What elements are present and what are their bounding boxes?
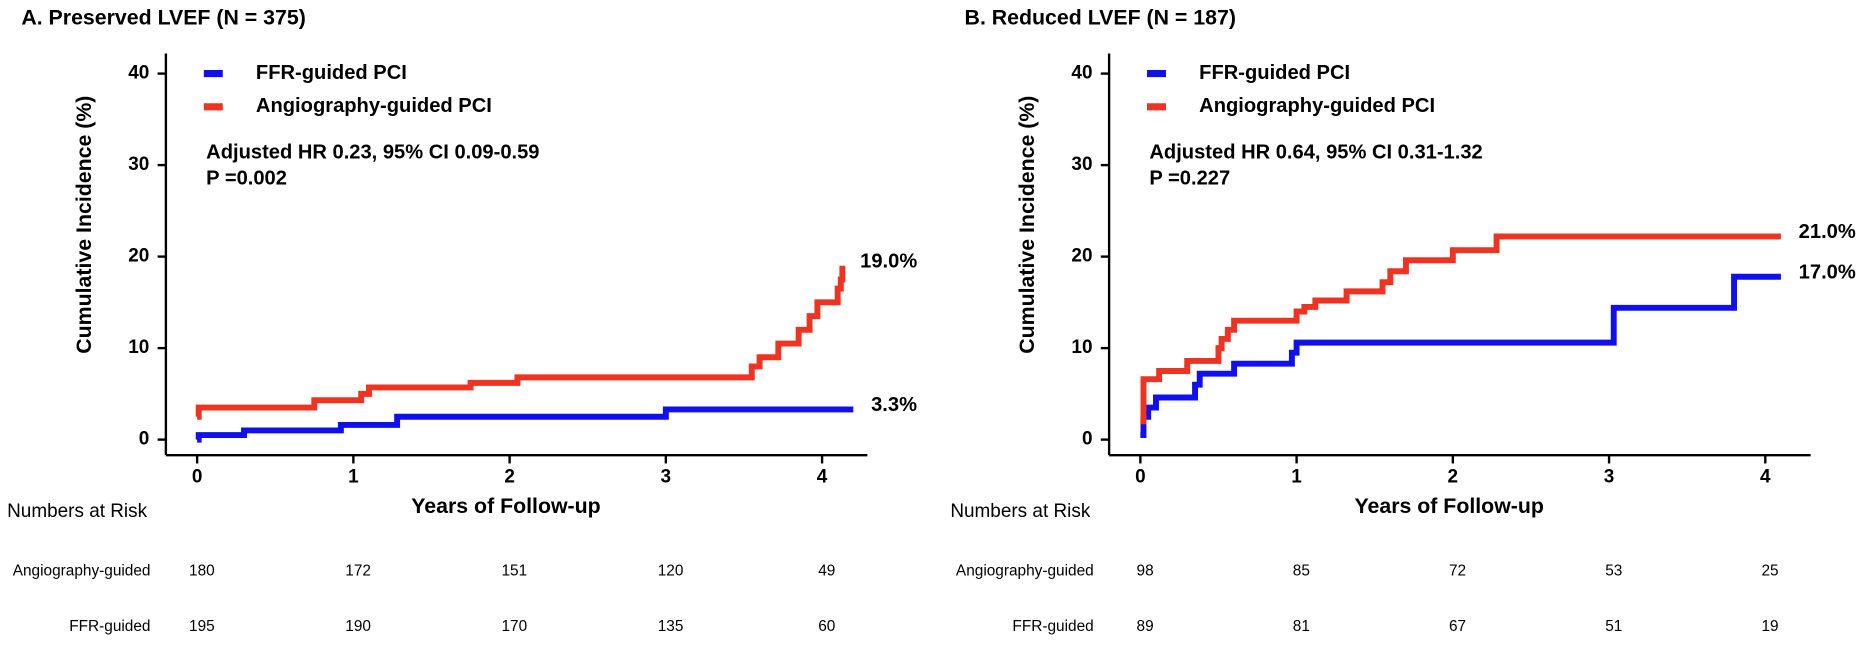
x-tick-label: 4 xyxy=(1760,467,1771,488)
end-label: 17.0% xyxy=(1799,261,1856,283)
risk-value: 85 xyxy=(1293,562,1310,579)
x-axis-label: Years of Follow-up xyxy=(1354,494,1543,518)
risk-value: 89 xyxy=(1137,618,1154,635)
risk-value: 195 xyxy=(189,618,215,635)
risk-title: Numbers at Risk xyxy=(7,501,147,522)
risk-row-label: Angiography-guided xyxy=(13,562,151,579)
annotation: P =0.227 xyxy=(1149,167,1230,189)
risk-value: 53 xyxy=(1605,562,1622,579)
annotation: P =0.002 xyxy=(206,167,287,189)
y-tick-label: 0 xyxy=(1082,429,1093,450)
risk-value: 60 xyxy=(818,618,835,635)
risk-value: 170 xyxy=(502,618,528,635)
risk-value: 135 xyxy=(658,618,684,635)
y-tick-label: 10 xyxy=(1071,337,1092,358)
y-tick-label: 40 xyxy=(128,63,149,84)
legend-label: Angiography-guided PCI xyxy=(1199,95,1435,117)
y-tick-label: 0 xyxy=(139,429,150,450)
risk-value: 180 xyxy=(189,562,215,579)
y-tick-label: 30 xyxy=(1071,154,1092,175)
end-label: 19.0% xyxy=(860,251,917,273)
chart-title: B. Reduced LVEF (N = 187) xyxy=(965,6,1236,30)
x-tick-label: 2 xyxy=(1448,467,1459,488)
risk-row-label: Angiography-guided xyxy=(956,562,1094,579)
risk-value: 49 xyxy=(818,562,835,579)
y-tick-label: 30 xyxy=(128,154,149,175)
km-curve xyxy=(195,406,854,443)
risk-value: 151 xyxy=(502,562,528,579)
y-tick-label: 10 xyxy=(128,337,149,358)
risk-value: 51 xyxy=(1605,618,1622,635)
x-tick-label: 0 xyxy=(192,467,203,488)
y-tick-label: 40 xyxy=(1071,63,1092,84)
end-label: 21.0% xyxy=(1799,221,1856,243)
x-tick-label: 0 xyxy=(1135,467,1146,488)
annotation: Adjusted HR 0.64, 95% CI 0.31-1.32 xyxy=(1149,141,1482,163)
x-tick-label: 3 xyxy=(1604,467,1615,488)
chart-title: A. Preserved LVEF (N = 375) xyxy=(21,6,305,30)
risk-value: 190 xyxy=(345,618,371,635)
legend-label: FFR-guided PCI xyxy=(1199,62,1350,84)
risk-value: 98 xyxy=(1137,562,1154,579)
risk-value: 81 xyxy=(1293,618,1310,635)
end-label: 3.3% xyxy=(871,394,917,416)
km-curve xyxy=(1140,273,1781,438)
legend-label: Angiography-guided PCI xyxy=(256,95,492,117)
km-curve xyxy=(195,265,846,420)
annotation: Adjusted HR 0.23, 95% CI 0.09-0.59 xyxy=(206,141,539,163)
x-tick-label: 1 xyxy=(1291,467,1302,488)
risk-value: 67 xyxy=(1449,618,1466,635)
risk-row-label: FFR-guided xyxy=(1012,618,1093,635)
y-tick-label: 20 xyxy=(128,246,149,267)
risk-title: Numbers at Risk xyxy=(950,501,1090,522)
y-axis-label: Cumulative Incidence (%) xyxy=(72,96,96,354)
x-tick-label: 3 xyxy=(661,467,672,488)
risk-value: 172 xyxy=(345,562,371,579)
risk-row-label: FFR-guided xyxy=(69,618,150,635)
x-tick-label: 4 xyxy=(817,467,828,488)
risk-value: 120 xyxy=(658,562,684,579)
x-tick-label: 1 xyxy=(348,467,359,488)
legend-label: FFR-guided PCI xyxy=(256,62,407,84)
risk-value: 72 xyxy=(1449,562,1466,579)
x-tick-label: 2 xyxy=(504,467,515,488)
risk-value: 19 xyxy=(1761,618,1778,635)
risk-value: 25 xyxy=(1761,562,1778,579)
y-tick-label: 20 xyxy=(1071,246,1092,267)
km-curve xyxy=(1140,233,1781,425)
y-axis-label: Cumulative Incidence (%) xyxy=(1015,96,1039,354)
x-axis-label: Years of Follow-up xyxy=(411,494,600,518)
